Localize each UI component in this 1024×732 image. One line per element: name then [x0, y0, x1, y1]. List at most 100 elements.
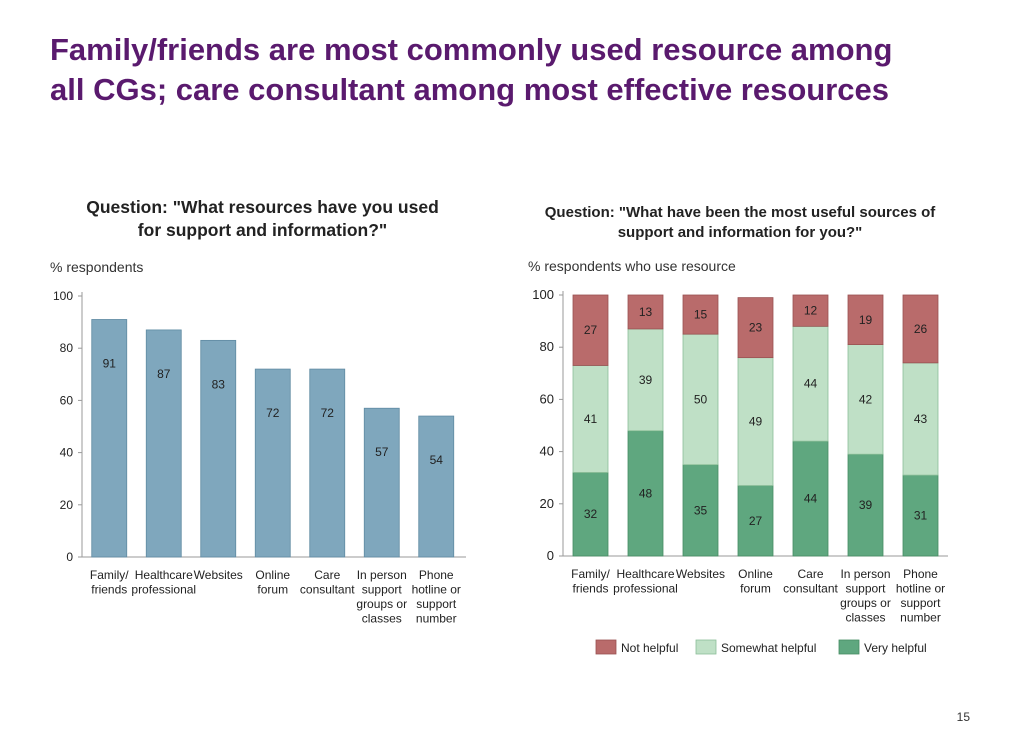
left-chart-category-label: classes: [362, 612, 402, 626]
right-chart-bar-segment: [902, 362, 939, 476]
slide-title-line-1: Family/friends are most commonly used re…: [50, 32, 893, 67]
right-chart-legend-label: Not helpful: [621, 641, 678, 655]
right-chart-question-line-1: Question: "What have been the most usefu…: [544, 204, 936, 221]
left-chart-data-label: 57: [375, 445, 389, 459]
used-resources-bar-chart: 0 20 40 60 80 100 91 Family/friends 87 Healthcare…: [53, 289, 466, 626]
right-chart-y-tick-label: 20: [540, 496, 554, 511]
left-chart-category-label: consultant: [300, 583, 355, 597]
right-chart-category-label: groups or: [840, 596, 891, 610]
left-chart-category-label: support: [416, 597, 457, 611]
right-chart-y-tick-label: 80: [540, 339, 554, 354]
useful-resources-stacked-bar-chart: 0 20 40 60 80 100 32 41 27 Family/friends 48 39 13 He…: [532, 287, 948, 655]
right-chart-data-label: 44: [804, 377, 818, 391]
right-chart-category-label: Family/: [571, 567, 610, 581]
left-chart-bar: [254, 368, 291, 558]
left-chart-category-label: forum: [257, 583, 288, 597]
right-chart-data-label: 41: [584, 412, 598, 426]
slide-title: Family/friends are most commonly used re…: [50, 30, 990, 110]
right-chart-data-label: 44: [804, 492, 818, 506]
right-chart-data-label: 26: [914, 322, 928, 336]
right-chart-question: Question: "What have been the most usefu…: [520, 203, 960, 243]
left-chart-y-tick-label: 20: [60, 498, 74, 512]
right-chart-category-label: Phone: [903, 567, 938, 581]
right-chart-y-unit: % respondents who use resource: [528, 258, 736, 274]
right-chart-legend-swatch: [695, 639, 717, 655]
left-chart-data-label: 72: [266, 406, 280, 420]
right-chart-data-label: 39: [639, 373, 653, 387]
right-chart-category-label: forum: [740, 582, 771, 596]
right-chart-question-line-2: support and information for you?": [617, 224, 863, 241]
right-chart-category-label: support: [900, 596, 941, 610]
right-chart-category-label: hotline or: [896, 582, 945, 596]
page-number: 15: [956, 710, 970, 724]
left-chart-category-label: hotline or: [412, 583, 461, 597]
right-chart-bar-segment: [682, 294, 719, 335]
right-chart-y-tick-label: 0: [547, 548, 554, 563]
left-chart-category-label: Online: [255, 568, 290, 582]
left-chart-question: Question: "What resources have you used …: [60, 196, 465, 242]
left-chart-bar: [200, 339, 237, 558]
right-chart-category-label: Websites: [676, 567, 725, 581]
right-chart-legend-swatch: [595, 639, 617, 655]
left-chart-data-label: 54: [430, 453, 444, 467]
right-chart-bar-segment: [902, 294, 939, 364]
left-chart-category-label: support: [362, 583, 403, 597]
right-chart-legend-swatch: [838, 639, 860, 655]
right-chart-category-label: number: [900, 611, 941, 625]
right-chart-data-label: 32: [584, 507, 598, 521]
right-chart-bar-segment: [737, 297, 774, 359]
left-chart-y-tick-label: 0: [66, 550, 73, 564]
right-chart-data-label: 27: [749, 514, 763, 528]
left-chart-question-line-1: Question: "What resources have you used: [86, 197, 439, 217]
right-chart-bar-segment: [572, 472, 609, 557]
right-chart-data-label: 19: [859, 313, 873, 327]
right-chart-bar-segment: [627, 430, 664, 557]
left-chart-data-label: 91: [103, 356, 117, 370]
right-chart-bar-segment: [792, 440, 829, 557]
left-chart-data-label: 72: [321, 406, 335, 420]
left-chart-category-label: Family/: [90, 568, 129, 582]
right-chart-bar-segment: [627, 328, 664, 432]
right-chart-bar-segment: [902, 474, 939, 557]
right-chart-bar-segment: [627, 294, 664, 330]
right-chart-category-label: classes: [845, 611, 885, 625]
right-chart-category-label: consultant: [783, 582, 838, 596]
right-chart-bar-segment: [737, 357, 774, 486]
left-chart-data-label: 83: [212, 377, 226, 391]
right-chart-data-label: 12: [804, 304, 818, 318]
right-chart-y-tick-label: 100: [532, 287, 554, 302]
right-chart-data-label: 50: [694, 392, 708, 406]
left-chart-category-label: Care: [314, 568, 340, 582]
left-chart-bar: [145, 329, 182, 558]
right-chart-legend-label: Very helpful: [864, 641, 927, 655]
left-chart-bar: [363, 407, 400, 558]
right-chart-category-label: In person: [840, 567, 890, 581]
right-chart-bar-segment: [737, 485, 774, 557]
right-chart-category-label: Care: [797, 567, 823, 581]
right-chart-data-label: 39: [859, 498, 873, 512]
right-chart-bar-segment: [572, 365, 609, 473]
left-chart-category-label: friends: [91, 583, 127, 597]
left-chart-question-line-2: for support and information?": [137, 220, 388, 240]
left-chart-data-label: 87: [157, 367, 171, 381]
right-chart-bar-segment: [682, 333, 719, 466]
right-chart-category-label: Online: [738, 567, 773, 581]
right-chart-data-label: 31: [914, 509, 928, 523]
right-chart-data-label: 42: [859, 392, 873, 406]
left-chart-category-label: professional: [131, 583, 196, 597]
left-chart-category-label: groups or: [356, 597, 407, 611]
left-chart-category-label: number: [416, 612, 457, 626]
left-chart-bar: [91, 319, 128, 558]
right-chart-y-tick-label: 60: [540, 391, 554, 406]
left-chart-category-label: In person: [357, 568, 407, 582]
right-chart-category-label: friends: [572, 582, 608, 596]
left-chart-category-label: Phone: [419, 568, 454, 582]
right-chart-data-label: 49: [749, 415, 763, 429]
left-chart-category-label: Healthcare: [135, 568, 193, 582]
right-chart-category-label: Healthcare: [616, 567, 674, 581]
right-chart-y-tick-label: 40: [540, 444, 554, 459]
right-chart-category-label: professional: [613, 582, 678, 596]
right-chart-bar-segment: [847, 453, 884, 557]
right-chart-bar-segment: [792, 294, 829, 327]
right-chart-category-label: support: [845, 582, 886, 596]
